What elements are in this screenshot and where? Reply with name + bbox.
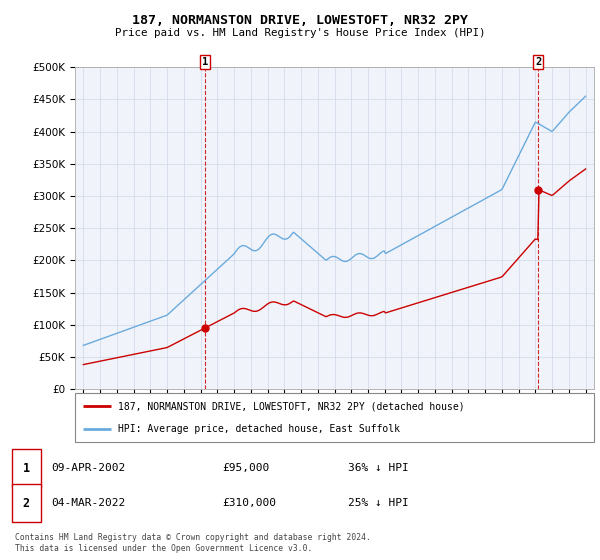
- Text: 187, NORMANSTON DRIVE, LOWESTOFT, NR32 2PY: 187, NORMANSTON DRIVE, LOWESTOFT, NR32 2…: [132, 14, 468, 27]
- Text: £310,000: £310,000: [222, 498, 276, 508]
- Text: 2: 2: [23, 497, 30, 510]
- Text: 09-APR-2002: 09-APR-2002: [51, 463, 125, 473]
- Text: 187, NORMANSTON DRIVE, LOWESTOFT, NR32 2PY (detached house): 187, NORMANSTON DRIVE, LOWESTOFT, NR32 2…: [118, 402, 464, 412]
- Text: 04-MAR-2022: 04-MAR-2022: [51, 498, 125, 508]
- Text: 1: 1: [23, 461, 30, 475]
- Text: 1: 1: [202, 57, 208, 67]
- Text: 36% ↓ HPI: 36% ↓ HPI: [348, 463, 409, 473]
- Text: Price paid vs. HM Land Registry's House Price Index (HPI): Price paid vs. HM Land Registry's House …: [115, 28, 485, 38]
- FancyBboxPatch shape: [75, 393, 594, 442]
- Text: 25% ↓ HPI: 25% ↓ HPI: [348, 498, 409, 508]
- Text: 2: 2: [535, 57, 541, 67]
- Text: Contains HM Land Registry data © Crown copyright and database right 2024.
This d: Contains HM Land Registry data © Crown c…: [15, 533, 371, 553]
- Text: HPI: Average price, detached house, East Suffolk: HPI: Average price, detached house, East…: [118, 424, 400, 434]
- Text: £95,000: £95,000: [222, 463, 269, 473]
